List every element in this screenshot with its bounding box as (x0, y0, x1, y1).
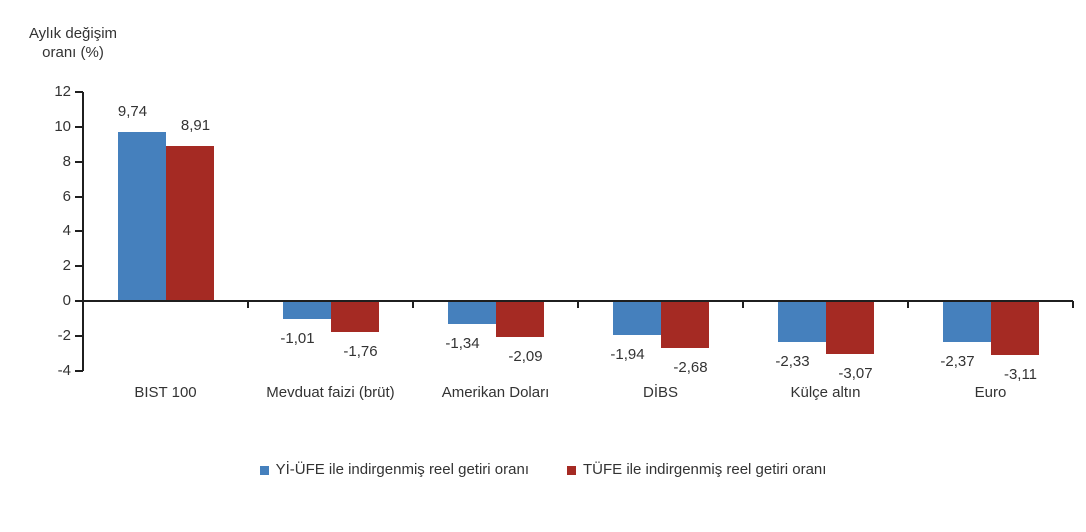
y-tick-label: 12 (54, 83, 71, 101)
x-tick-mark (577, 301, 579, 308)
y-tick-mark (75, 300, 83, 302)
bar-value-label: -1,76 (343, 342, 378, 360)
bar-value-label: -2,37 (940, 353, 975, 371)
legend: Yİ-ÜFE ile indirgenmiş reel getiri oranı… (0, 461, 1086, 479)
bar-value-label: -1,01 (280, 329, 315, 347)
legend-swatch-blue (259, 465, 269, 475)
x-tick-mark (1072, 301, 1074, 308)
y-tick-label: -4 (57, 361, 71, 379)
bar (777, 301, 826, 342)
legend-item-yi-ufe: Yİ-ÜFE ile indirgenmiş reel getiri oranı (259, 461, 529, 479)
bar-value-label: -3,07 (838, 365, 873, 383)
bar (447, 301, 496, 325)
x-tick-mark (82, 301, 84, 308)
bar-value-label: -2,33 (775, 352, 810, 370)
bar-value-label: -2,68 (673, 358, 708, 376)
bar (117, 131, 166, 301)
x-tick-mark (742, 301, 744, 308)
bar (825, 301, 874, 355)
y-tick-label: 2 (62, 257, 71, 275)
bar-value-label: -1,94 (610, 345, 645, 363)
y-tick-mark (75, 369, 83, 372)
bar-value-label: 8,91 (180, 116, 211, 134)
y-tick-label: 8 (62, 152, 71, 170)
bar (942, 301, 991, 343)
bar-value-label: -3,11 (1003, 366, 1038, 384)
y-tick-mark (75, 195, 83, 198)
y-tick-label: 6 (62, 187, 71, 205)
bar (282, 301, 331, 319)
bar-value-label: -2,09 (508, 348, 543, 366)
category-label: BIST 100 (134, 384, 197, 401)
bar (990, 301, 1039, 356)
y-tick-mark (75, 265, 83, 268)
y-axis-title-line2: oranı (%) (42, 44, 104, 61)
bar-value-label: 9,74 (117, 102, 148, 120)
category-label: Mevduat faizi (brüt) (266, 384, 395, 401)
x-tick-mark (907, 301, 909, 308)
y-tick-label: 10 (54, 118, 71, 135)
bar-value-label: -1,34 (445, 335, 480, 353)
y-tick-label: 4 (62, 222, 71, 240)
y-axis-line (82, 92, 84, 371)
category-label: Külçe altın (790, 384, 861, 401)
y-tick-mark (75, 91, 83, 94)
bar (612, 301, 661, 335)
category-label: Amerikan Doları (441, 384, 550, 401)
y-tick-label: -2 (57, 326, 71, 344)
y-tick-mark (75, 160, 83, 163)
legend-swatch-red (567, 465, 576, 475)
bar (165, 145, 214, 301)
y-axis-title: Aylık değişim oranı (%) (6, 24, 140, 62)
bar (660, 301, 709, 348)
y-tick-label: 0 (62, 292, 71, 309)
y-tick-mark (75, 126, 83, 128)
legend-label-yi-ufe: Yİ-ÜFE ile indirgenmiş reel getiri oranı (275, 461, 529, 478)
legend-item-tufe: TÜFE ile indirgenmiş reel getiri oranı (567, 461, 826, 479)
bar (330, 301, 379, 332)
y-axis-title-line1: Aylık değişim (28, 25, 118, 42)
bar (495, 301, 544, 338)
x-tick-mark (247, 301, 249, 308)
y-tick-mark (75, 230, 83, 233)
x-tick-mark (412, 301, 414, 308)
category-label: DİBS (642, 384, 678, 401)
category-label: Euro (974, 384, 1007, 401)
y-tick-mark (75, 334, 83, 337)
legend-label-tufe: TÜFE ile indirgenmiş reel getiri oranı (583, 461, 827, 478)
